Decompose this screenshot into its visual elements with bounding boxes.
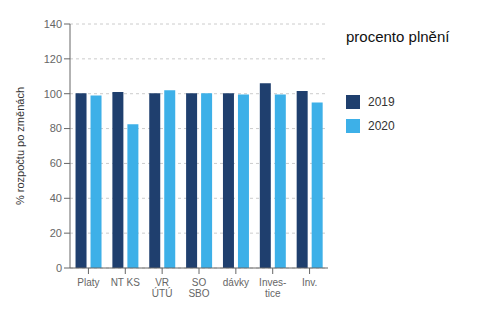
svg-text:VRÚTÚ: VRÚTÚ [152, 277, 173, 299]
html-text:2020: 2020 [368, 119, 395, 133]
svg-text:SOSBO: SOSBO [188, 277, 209, 299]
svg-text:0: 0 [56, 262, 62, 274]
html-text:procento plnění: procento plnění [346, 28, 450, 45]
html-text:2019: 2019 [368, 95, 395, 109]
svg-text:% rozpočtu po změnách: % rozpočtu po změnách [14, 87, 26, 205]
svg-text:Platy: Platy [77, 277, 99, 288]
svg-text:100: 100 [44, 88, 62, 100]
svg-text:140: 140 [44, 18, 62, 30]
svg-text:60: 60 [50, 157, 62, 169]
svg-text:20: 20 [50, 227, 62, 239]
svg-text:120: 120 [44, 53, 62, 65]
svg-text:dávky: dávky [223, 277, 249, 288]
svg-text:Inv.: Inv. [302, 277, 317, 288]
svg-text:40: 40 [50, 192, 62, 204]
svg-text:Inves-tice: Inves-tice [259, 277, 286, 299]
svg-text:80: 80 [50, 122, 62, 134]
svg-text:NT KS: NT KS [111, 277, 141, 288]
